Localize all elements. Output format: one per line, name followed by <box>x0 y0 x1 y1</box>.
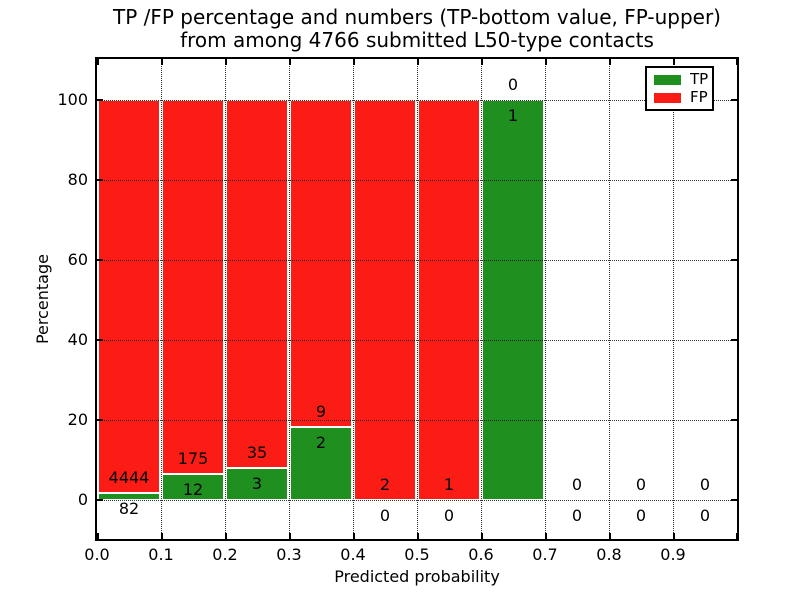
tp-count-label: 0 <box>379 506 391 525</box>
y-gridline <box>97 499 737 501</box>
y-tick-label: 80 <box>67 170 88 189</box>
x-tick-label: 0.6 <box>468 545 494 564</box>
bar-segment-tp <box>482 100 544 500</box>
bar-segment-tp <box>98 492 160 500</box>
tp-count-label: 0 <box>699 506 711 525</box>
x-tick-mark <box>225 533 227 539</box>
legend: TP FP <box>645 66 714 111</box>
tp-count-label: 2 <box>315 433 327 453</box>
x-tick-mark <box>673 533 675 539</box>
chart-title-line2: from among 4766 submitted L50-type conta… <box>180 28 654 52</box>
x-gridline <box>416 59 418 539</box>
x-tick-mark <box>481 533 483 539</box>
tp-count-label: 0 <box>571 506 583 525</box>
tp-count-label: 12 <box>182 480 204 500</box>
legend-row-fp: FP <box>647 90 712 105</box>
x-gridline <box>160 59 162 539</box>
bar-segment-fp <box>290 100 352 428</box>
y-tick-label: 40 <box>67 330 88 349</box>
fp-count-label: 175 <box>177 449 209 469</box>
y-gridline <box>97 339 737 341</box>
fp-count-label: 0 <box>571 475 583 494</box>
x-tick-label: 0.1 <box>148 545 174 564</box>
x-tick-label: 0.0 <box>84 545 110 564</box>
y-gridline <box>97 179 737 181</box>
x-tick-label: 0.9 <box>660 545 686 564</box>
x-tick-mark <box>97 59 99 65</box>
x-tick-label: 0.3 <box>276 545 302 564</box>
x-gridline <box>544 59 546 539</box>
bar-segment-fp <box>418 100 480 500</box>
x-tick-mark <box>735 533 737 539</box>
fp-count-label: 35 <box>246 443 268 463</box>
x-tick-label: 0.2 <box>212 545 238 564</box>
fp-count-label: 0 <box>507 75 519 94</box>
x-tick-mark <box>289 533 291 539</box>
x-tick-mark <box>609 59 611 65</box>
legend-row-tp: TP <box>647 72 712 87</box>
legend-swatch-fp <box>654 92 681 103</box>
x-tick-mark <box>481 59 483 65</box>
legend-label-tp: TP <box>690 70 709 88</box>
y-tick-label: 100 <box>57 90 88 109</box>
fp-count-label: 1 <box>443 475 455 494</box>
bar-segment-tp <box>226 468 288 500</box>
y-axis-label: Percentage <box>33 254 52 345</box>
bar-segment-tp <box>162 474 224 500</box>
fp-count-label: 2 <box>379 475 391 494</box>
x-tick-mark <box>735 59 737 65</box>
x-tick-label: 0.5 <box>404 545 430 564</box>
x-tick-mark <box>545 533 547 539</box>
chart-title-line1: TP /FP percentage and numbers (TP-bottom… <box>113 5 721 29</box>
fp-count-label: 0 <box>635 475 647 494</box>
y-tick-label: 0 <box>77 490 88 509</box>
x-gridline <box>608 59 610 539</box>
x-tick-mark <box>97 533 99 539</box>
x-tick-mark <box>545 59 547 65</box>
y-tick-label: 20 <box>67 410 88 429</box>
x-tick-mark <box>417 533 419 539</box>
x-tick-mark <box>417 59 419 65</box>
tp-count-label: 0 <box>443 506 455 525</box>
x-tick-mark <box>161 59 163 65</box>
tp-count-label: 0 <box>635 506 647 525</box>
bar-segment-tp <box>290 427 352 500</box>
x-tick-mark <box>161 533 163 539</box>
bar-segment-fp <box>98 100 160 493</box>
y-gridline <box>97 419 737 421</box>
tp-count-label: 82 <box>118 498 140 518</box>
y-gridline <box>97 99 737 101</box>
bar-segment-fp <box>162 100 224 475</box>
fp-count-label: 9 <box>315 402 327 422</box>
x-tick-label: 0.4 <box>340 545 366 564</box>
tp-count-label: 1 <box>507 106 519 125</box>
x-gridline <box>224 59 226 539</box>
x-gridline <box>672 59 674 539</box>
x-gridline <box>288 59 290 539</box>
fp-count-label: 4444 <box>108 467 150 487</box>
x-axis-label: Predicted probability <box>334 567 500 586</box>
tp-count-label: 3 <box>251 474 263 494</box>
x-tick-mark <box>289 59 291 65</box>
bar-segment-fp <box>226 100 288 469</box>
chart-title: TP /FP percentage and numbers (TP-bottom… <box>80 6 754 52</box>
y-gridline <box>97 259 737 261</box>
x-gridline <box>352 59 354 539</box>
x-tick-mark <box>225 59 227 65</box>
fp-count-label: 0 <box>699 475 711 494</box>
x-tick-mark <box>673 59 675 65</box>
x-tick-label: 0.7 <box>532 545 558 564</box>
x-tick-mark <box>609 533 611 539</box>
bar-segment-fp <box>354 100 416 500</box>
x-gridline <box>480 59 482 539</box>
legend-swatch-tp <box>654 74 681 85</box>
plot-area: TP FP 4444 82 175 12 35 3 9 2 2 0 1 0 0 1 0 0 0 0 0 0 <box>95 57 739 541</box>
x-tick-mark <box>353 533 355 539</box>
x-tick-mark <box>353 59 355 65</box>
legend-label-fp: FP <box>690 88 708 106</box>
y-tick-label: 60 <box>67 250 88 269</box>
x-tick-label: 0.8 <box>596 545 622 564</box>
